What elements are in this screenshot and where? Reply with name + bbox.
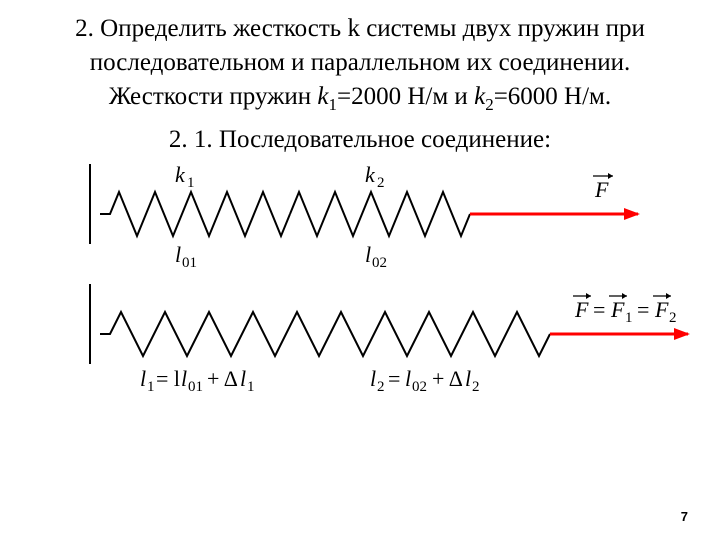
diagram-area: k1k2Fl01l02F=F1=F2l1 = ll01+ Δl1l2=l02+ … — [0, 154, 720, 514]
svg-text:2: 2 — [472, 379, 480, 395]
title-line3b: =2000 Н/м и — [337, 83, 474, 110]
svg-text:F: F — [594, 177, 609, 202]
svg-text:01: 01 — [182, 255, 197, 271]
title-line3c: =6000 Н/м. — [494, 83, 611, 110]
svg-text:1: 1 — [187, 175, 195, 191]
svg-text:F: F — [654, 297, 669, 322]
svg-text:l: l — [240, 366, 246, 391]
svg-text:l: l — [181, 366, 187, 391]
section-subtitle: 2. 1. Последовательное соединение: — [0, 120, 720, 154]
svg-text:k: k — [365, 162, 376, 187]
svg-text:2: 2 — [377, 379, 385, 395]
svg-text:=: = — [637, 297, 649, 322]
svg-text:+ Δ: + Δ — [207, 366, 238, 391]
page-number-value: 7 — [681, 509, 688, 524]
svg-text:01: 01 — [188, 379, 203, 395]
svg-text:2: 2 — [377, 175, 385, 191]
svg-text:l: l — [365, 242, 371, 267]
svg-text:l: l — [175, 242, 181, 267]
svg-text:2: 2 — [669, 310, 677, 326]
k1: k — [317, 83, 328, 110]
svg-text:+ Δ: + Δ — [432, 366, 463, 391]
svg-text:l: l — [405, 366, 411, 391]
svg-text:= l: = l — [156, 366, 180, 391]
svg-text:1: 1 — [247, 379, 255, 395]
svg-text:1: 1 — [625, 310, 633, 326]
svg-text:02: 02 — [372, 255, 387, 271]
title-line3a: Жесткости пружин — [109, 83, 318, 110]
page-number: 7 — [681, 508, 688, 526]
svg-text:1: 1 — [147, 379, 155, 395]
spring-diagram-svg: k1k2Fl01l02F=F1=F2l1 = ll01+ Δl1l2=l02+ … — [0, 154, 720, 514]
title-line1: 2. Определить жесткость k системы двух п… — [75, 15, 645, 42]
svg-text:=: = — [593, 297, 605, 322]
problem-title: 2. Определить жесткость k системы двух п… — [0, 0, 720, 120]
svg-text:k: k — [175, 162, 186, 187]
subtitle-text: 2. 1. Последовательное соединение: — [169, 126, 551, 153]
svg-text:02: 02 — [412, 379, 427, 395]
title-line2: последовательном и параллельном их соеди… — [90, 49, 630, 76]
svg-text:F: F — [574, 297, 589, 322]
svg-text:F: F — [610, 297, 625, 322]
svg-text:l: l — [465, 366, 471, 391]
k2-sub: 2 — [485, 95, 494, 114]
svg-text:=: = — [388, 366, 400, 391]
svg-text:l: l — [140, 366, 146, 391]
k2: k — [474, 83, 485, 110]
svg-text:l: l — [370, 366, 376, 391]
k1-sub: 1 — [329, 95, 338, 114]
